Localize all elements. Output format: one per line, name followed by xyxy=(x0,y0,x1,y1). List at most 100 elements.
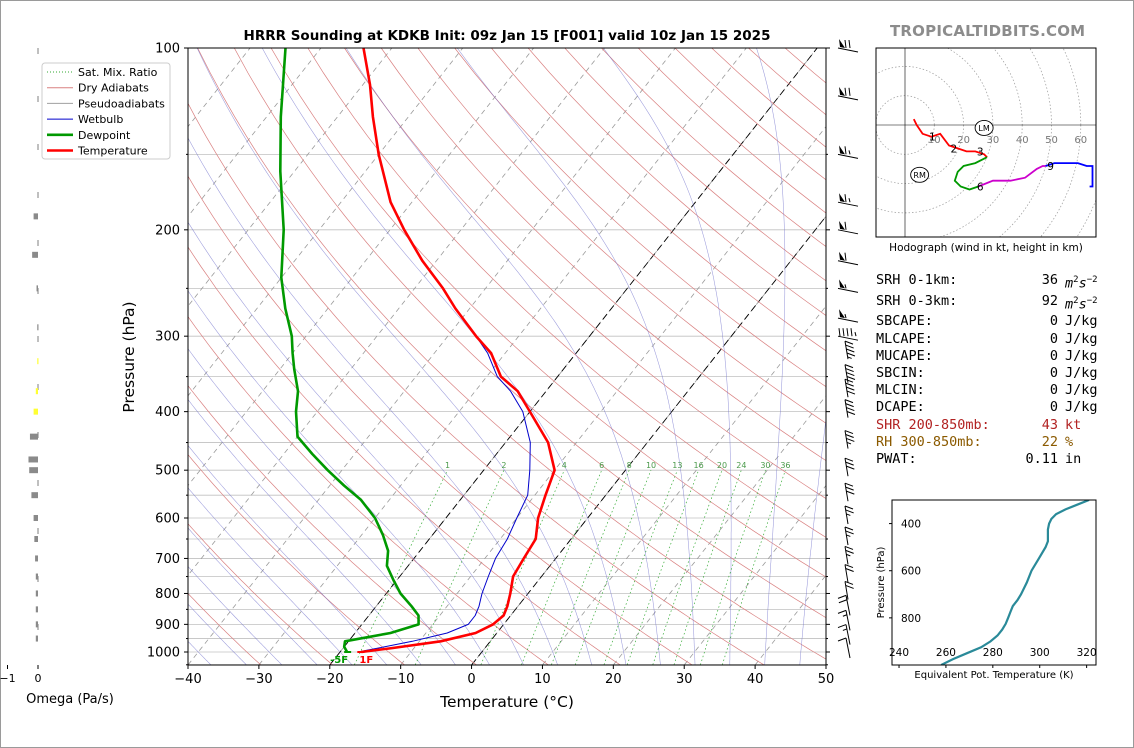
mixing-ratio-label: 30 xyxy=(760,461,770,470)
barb-line xyxy=(845,549,854,554)
skewt-axes: 1 2 4 6 8 10 13 16 20 24 30 36-5F 1F−40 −30 −20 −10 0 10 2… xyxy=(120,42,834,712)
index-row: PWAT: 0.11 in xyxy=(876,451,1106,468)
dry-adiabat-line xyxy=(270,48,826,578)
index-value: 0.11 xyxy=(1025,451,1058,468)
legend: Sat. Mix. Ratio Dry Adiabats Pseudoadiabat… xyxy=(41,62,171,160)
pseudoadiabat-line xyxy=(799,416,826,665)
index-unit: % xyxy=(1065,433,1074,450)
index-key: SBCAPE: xyxy=(876,313,933,330)
barb-line xyxy=(846,490,855,495)
index-key: SRH 0-1km: xyxy=(876,272,958,288)
barb-flag xyxy=(839,279,845,289)
barb-line xyxy=(838,328,841,337)
hodograph-plot: 10 20 30 40 50 60 1 2 3 6 9 LM RM xyxy=(876,48,1096,237)
mixing-ratio-line xyxy=(603,470,678,665)
barb-staff xyxy=(837,229,859,235)
barb-flag xyxy=(839,220,845,230)
x-tick-label: −10 xyxy=(387,672,414,687)
hodograph-height-label: 1 xyxy=(929,132,936,144)
storm-motion-label: RM xyxy=(913,171,926,180)
mixing-ratio-line xyxy=(574,470,652,665)
storm-motion-label: LM xyxy=(978,124,989,133)
theta-e-panel: 240 260 280 300 320 400 600 800 Equivalent Pot. … xyxy=(876,499,1097,681)
wind-barb xyxy=(837,39,859,53)
barb-staff xyxy=(844,564,849,583)
dry-adiabat-line xyxy=(188,523,333,665)
barb-line xyxy=(844,252,847,261)
wind-barb xyxy=(837,328,859,341)
barb-line xyxy=(850,328,853,337)
index-value: 36 xyxy=(1041,272,1058,288)
barb-half xyxy=(846,441,852,445)
wind-barb xyxy=(844,399,856,418)
index-key: PWAT: xyxy=(876,451,917,468)
theta-e-plot xyxy=(940,500,1090,665)
wind-barb xyxy=(844,430,855,449)
legend-label: Dry Adiabats xyxy=(78,82,149,95)
omega-bar xyxy=(33,408,38,415)
barb-staff xyxy=(844,526,849,546)
index-row: SRH 0-1km: 36 m2s−2 xyxy=(876,272,1106,293)
barb-line xyxy=(844,526,854,531)
index-row: SRH 0-3km: 92 m2s−2 xyxy=(876,293,1106,314)
wind-barbs xyxy=(837,39,859,659)
index-key: MUCAPE: xyxy=(876,347,933,364)
skewt-profiles xyxy=(279,48,556,654)
dry-adiabat-line xyxy=(188,592,261,665)
hodograph-segment xyxy=(912,118,988,158)
legend-label: Temperature xyxy=(77,145,148,158)
barb-line xyxy=(846,390,856,395)
index-key: SRH 0-3km: xyxy=(876,292,958,309)
y-tick-label: 400 xyxy=(155,405,180,420)
barb-half xyxy=(842,614,848,617)
index-row: RH 300-850mb: 22% xyxy=(876,434,1106,451)
barb-line xyxy=(844,39,847,49)
barb-staff xyxy=(845,610,851,631)
x-tick-label: 50 xyxy=(818,672,835,687)
wind-barb xyxy=(837,193,859,207)
theta-e-y-tick-label: 800 xyxy=(901,613,921,625)
theta-e-x-tick-label: 240 xyxy=(889,647,909,659)
legend-label: Pseudoadiabats xyxy=(78,97,165,110)
wind-barb xyxy=(837,594,851,616)
mixing-ratio-line xyxy=(626,470,699,665)
omega-bar xyxy=(29,433,38,440)
dry-adiabat-line xyxy=(307,48,826,538)
barb-line xyxy=(844,580,854,585)
index-unit: m2s−2 xyxy=(1065,295,1098,313)
barb-line xyxy=(844,221,847,230)
barb-staff xyxy=(837,287,859,293)
pseudoadiabat-line xyxy=(188,221,524,665)
hodograph-ring-label: 40 xyxy=(1016,135,1029,146)
index-value: 0 xyxy=(1049,330,1058,347)
omega-bar xyxy=(33,213,38,220)
mixing-ratio-label: 2 xyxy=(501,461,506,470)
wind-barb xyxy=(837,279,859,293)
index-row: MUCAPE: 0 J/kg xyxy=(876,348,1106,365)
mixing-ratio-label: 13 xyxy=(672,461,682,470)
wind-barb xyxy=(844,378,856,398)
barb-line xyxy=(846,348,855,353)
index-value: 22 xyxy=(1041,433,1058,450)
barb-line xyxy=(845,509,854,514)
pseudoadiabat-line xyxy=(603,48,732,665)
theta-e-x-tick-label: 260 xyxy=(936,647,956,659)
x-tick-label: −30 xyxy=(245,672,272,687)
theta-e-x-tick-label: 300 xyxy=(1030,647,1050,659)
hodograph-ring-label: 50 xyxy=(1045,135,1058,146)
barb-half xyxy=(846,534,851,537)
y-tick-label: 100 xyxy=(155,42,180,57)
barb-staff xyxy=(837,47,859,53)
x-tick-label: 20 xyxy=(605,672,622,687)
theta-e-y-axis-label: Pressure (hPa) xyxy=(876,547,887,619)
hodograph-segment xyxy=(953,156,988,191)
omega-bar xyxy=(37,324,39,331)
barb-staff xyxy=(837,260,859,266)
dry-adiabat-line xyxy=(188,316,549,665)
barb-half xyxy=(846,553,851,557)
barb-line xyxy=(846,386,855,391)
index-row: SBCAPE: 0 J/kg xyxy=(876,313,1106,330)
mixing-ratio-line xyxy=(354,470,448,665)
barb-line xyxy=(846,328,849,337)
